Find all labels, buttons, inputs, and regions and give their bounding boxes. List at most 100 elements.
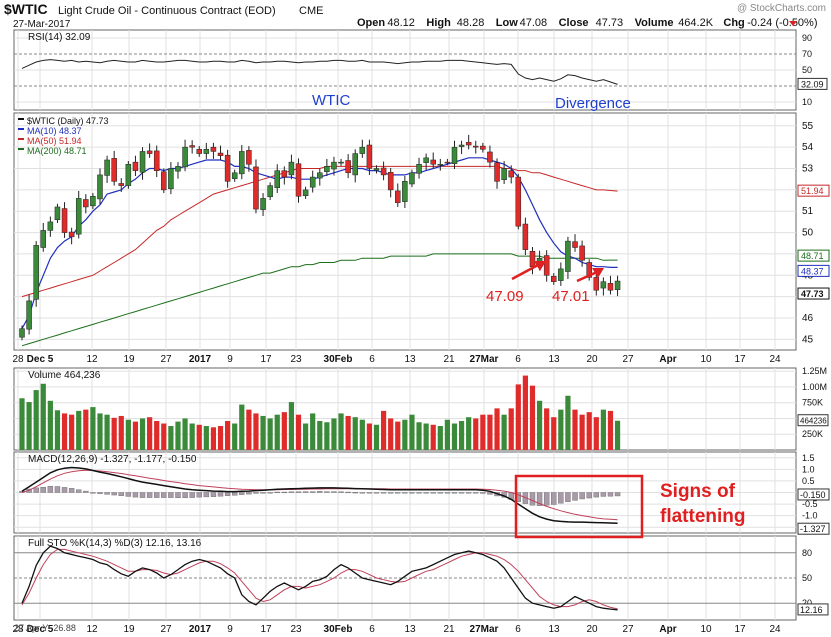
macd-tag-label: -1.327 [800,524,826,534]
candle-body [600,281,607,289]
candle-body [317,172,323,179]
macd-histogram-bar [253,492,259,494]
price-tag-label: 48.37 [801,266,824,276]
macd-histogram-bar [458,492,465,494]
candle-body [473,145,479,148]
candle-body [607,283,614,291]
ohlc-value: 47.08 [520,17,548,29]
volume-bar [26,402,32,450]
x-tick-label: Apr [659,354,676,365]
sto-d-line [21,548,618,610]
x-tick-label-bottom: 12 [86,624,98,635]
volume-bar [423,423,429,450]
x-tick-label: Dec 5 [27,354,54,365]
volume-bar [76,410,82,450]
volume-bar [182,418,188,450]
candle-body [267,185,273,198]
candle-body [139,151,146,173]
volume-bar [111,417,117,450]
x-tick-label: 17 [734,354,746,365]
exchange-label: CME [299,5,323,17]
x-tick-label-bottom: 6 [515,624,521,635]
candle-body [90,196,96,207]
volume-bar [132,421,139,450]
candle-body [444,161,451,164]
macd-histogram-bar [402,492,408,494]
candle-body [33,245,39,300]
candle-body [558,268,564,281]
sto-label: Full STO %K(14,3) %D(3) 12.16, 13.16 [28,538,202,549]
volume-bar [175,421,181,450]
volume-bar [331,418,337,450]
volume-bar [246,409,252,450]
candle-body [522,223,529,250]
volume-bar [473,418,479,450]
volume-bar [522,375,528,450]
macd-histogram-bar [295,491,302,493]
ticker-symbol: $WTIC [4,1,48,17]
sto-tick-label: 20 [802,598,812,608]
volume-bar [310,413,316,450]
candle-body [338,161,344,164]
volume-bar [345,415,351,450]
candle-body [97,174,103,200]
volume-bar [61,413,68,450]
vol-tick-label: 1.00M [802,382,827,392]
macd-histogram-bar [430,492,436,494]
macd-histogram-bar [168,492,174,498]
ohlc-value: 48.28 [457,17,485,29]
volume-bar [430,424,436,450]
volume-bar [232,423,238,450]
volume-bar [451,423,458,450]
macd-histogram-bar [40,486,46,493]
volume-bar [402,419,408,450]
candle-body [111,158,117,182]
macd-histogram-bar [61,487,68,493]
ohlc-value: 48.12 [387,17,415,29]
macd-histogram-bar [196,492,202,498]
ohlc-label: Close [559,17,589,29]
macd-histogram-bar [83,490,89,493]
x-tick-label-bottom: 30Feb [324,624,353,635]
macd-histogram-bar [607,492,614,497]
macd-histogram-bar [558,492,564,504]
candle-body [61,208,68,233]
candle-body [168,168,174,190]
vol-tick-label: 250K [802,429,823,439]
candle-body [409,172,415,185]
candle-body [182,146,188,168]
candle-body [161,171,167,191]
x-tick-label: 23 [290,354,302,365]
x-tick-label-bottom: 9 [227,624,233,635]
x-tick-label: 27 [160,354,172,365]
candle-body [118,183,125,186]
volume-bar [437,426,443,450]
price-tag [797,249,830,262]
macd-histogram-bar [189,492,195,498]
macd-histogram-bar [586,492,592,499]
macd-histogram-bar [281,491,288,494]
x-tick-label-bottom: 21 [443,624,455,635]
macd-histogram-bar [274,491,280,494]
candle-body [153,150,160,171]
candle-body [380,167,387,176]
candle-body [210,146,217,152]
macd-histogram-bar [175,492,181,499]
x-tick-label: 27Mar [470,354,499,365]
macd-histogram-bar [437,492,444,494]
price-tick-label: 54 [802,142,814,153]
macd-histogram-bar [125,492,132,497]
price-tick-label: 55 [802,121,814,132]
volume-bar [154,420,160,450]
volume-bar [544,408,550,450]
volume-bar [69,414,75,450]
volume-bar [317,420,323,450]
ohlc-value: 464.2K [678,17,714,29]
vol-tag-label: 464236 [800,417,827,426]
volume-bar [458,420,465,450]
volume-bar [395,421,401,450]
candle-body [501,168,507,180]
vol-tag [797,414,829,427]
macd-histogram-bar [543,492,550,506]
candle-body [274,170,280,188]
